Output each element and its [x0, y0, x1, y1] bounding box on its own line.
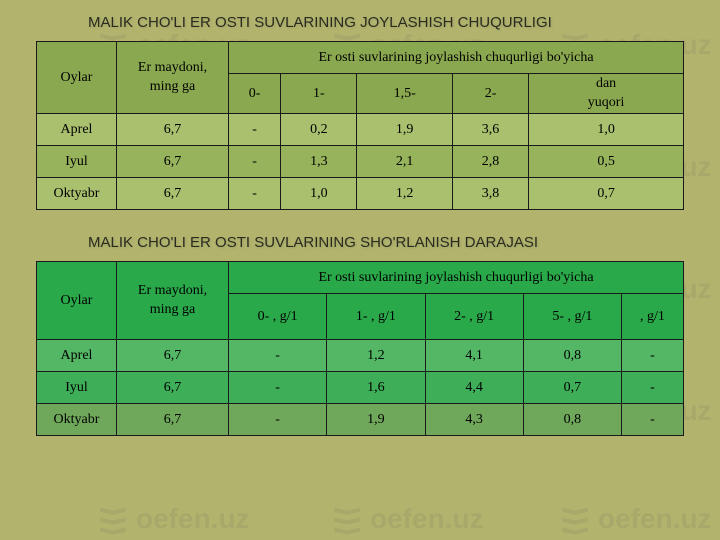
table-cell: 1,0: [529, 114, 684, 146]
table-row: Aprel6,7-1,24,10,8-: [37, 340, 684, 372]
table-cell: 4,1: [425, 340, 523, 372]
table-cell: -: [229, 340, 327, 372]
subcol: 2- , g/1: [425, 294, 523, 340]
table-salinity: Oylar Er maydoni, ming ga Er osti suvlar…: [36, 261, 684, 436]
table-cell: 4,3: [425, 404, 523, 436]
table-cell: 0,2: [281, 114, 357, 146]
col-oylar: Oylar: [37, 42, 117, 114]
col-oylar: Oylar: [37, 262, 117, 340]
table-cell: 6,7: [117, 372, 229, 404]
table-cell: -: [229, 178, 281, 210]
table-cell: 1,2: [327, 340, 425, 372]
table-cell: Iyul: [37, 146, 117, 178]
table-header-row: Oylar Er maydoni, ming ga Er osti suvlar…: [37, 262, 684, 294]
table-cell: Aprel: [37, 340, 117, 372]
subcol: , g/1: [622, 294, 684, 340]
table-cell: -: [622, 340, 684, 372]
table-cell: 6,7: [117, 340, 229, 372]
table-cell: -: [229, 114, 281, 146]
section1-title: MALIK CHO'LI ER OSTI SUVLARINING JOYLASH…: [36, 8, 684, 41]
table-cell: 1,9: [327, 404, 425, 436]
subcol: 0-: [229, 74, 281, 114]
subcol: 0- , g/1: [229, 294, 327, 340]
table-row: Iyul6,7-1,64,40,7-: [37, 372, 684, 404]
table-cell: 3,8: [452, 178, 528, 210]
table-cell: 1,9: [357, 114, 452, 146]
section2-title: MALIK CHO'LI ER OSTI SUVLARINING SHO'RLA…: [36, 228, 684, 261]
table-cell: -: [229, 372, 327, 404]
table-cell: 2,8: [452, 146, 528, 178]
subcol: 2-: [452, 74, 528, 114]
col-maydon: Er maydoni, ming ga: [117, 262, 229, 340]
table-cell: -: [622, 404, 684, 436]
col-span-header: Er osti suvlarining joylashish chuqurlig…: [229, 42, 684, 74]
table-cell: -: [229, 404, 327, 436]
subcol: 5- , g/1: [523, 294, 621, 340]
table-cell: Oktyabr: [37, 404, 117, 436]
content: MALIK CHO'LI ER OSTI SUVLARINING JOYLASH…: [0, 0, 720, 540]
table-cell: 0,8: [523, 404, 621, 436]
table-row: Oktyabr6,7-1,94,30,8-: [37, 404, 684, 436]
table-cell: 0,7: [523, 372, 621, 404]
table-cell: 0,7: [529, 178, 684, 210]
table-cell: 1,0: [281, 178, 357, 210]
table-cell: 2,1: [357, 146, 452, 178]
table-cell: Aprel: [37, 114, 117, 146]
table-cell: Oktyabr: [37, 178, 117, 210]
subcol: danyuqori: [529, 74, 684, 114]
table-row: Iyul6,7-1,32,12,80,5: [37, 146, 684, 178]
table-cell: 3,6: [452, 114, 528, 146]
table-cell: 1,2: [357, 178, 452, 210]
table-row: Oktyabr6,7-1,01,23,80,7: [37, 178, 684, 210]
table-cell: 1,6: [327, 372, 425, 404]
col-maydon: Er maydoni, ming ga: [117, 42, 229, 114]
table-row: Aprel6,7-0,21,93,61,0: [37, 114, 684, 146]
table-cell: 6,7: [117, 114, 229, 146]
table-cell: 4,4: [425, 372, 523, 404]
subcol: 1- , g/1: [327, 294, 425, 340]
subcol: 1,5-: [357, 74, 452, 114]
subcol: 1-: [281, 74, 357, 114]
col-span-header: Er osti suvlarining joylashish chuqurlig…: [229, 262, 684, 294]
table-cell: 0,8: [523, 340, 621, 372]
table-cell: 6,7: [117, 178, 229, 210]
table-cell: 6,7: [117, 146, 229, 178]
table-cell: -: [229, 146, 281, 178]
table-cell: 6,7: [117, 404, 229, 436]
table-cell: 1,3: [281, 146, 357, 178]
table-cell: 0,5: [529, 146, 684, 178]
table-cell: -: [622, 372, 684, 404]
table-depth: Oylar Er maydoni, ming ga Er osti suvlar…: [36, 41, 684, 210]
table-cell: Iyul: [37, 372, 117, 404]
table-header-row: Oylar Er maydoni, ming ga Er osti suvlar…: [37, 42, 684, 74]
